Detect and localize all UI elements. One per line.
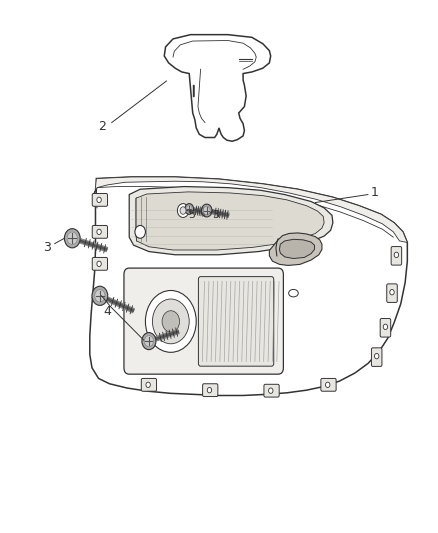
Circle shape — [152, 299, 189, 344]
Circle shape — [201, 204, 212, 217]
Circle shape — [268, 388, 273, 393]
Circle shape — [95, 289, 105, 302]
Circle shape — [383, 324, 388, 329]
FancyBboxPatch shape — [203, 384, 218, 397]
FancyBboxPatch shape — [321, 378, 336, 391]
Text: 5: 5 — [188, 210, 195, 220]
Circle shape — [203, 206, 210, 215]
Circle shape — [97, 197, 101, 203]
Circle shape — [325, 382, 330, 387]
Circle shape — [146, 382, 150, 387]
Text: 1: 1 — [371, 187, 378, 199]
FancyBboxPatch shape — [141, 378, 156, 391]
Polygon shape — [94, 177, 407, 243]
FancyBboxPatch shape — [387, 284, 397, 302]
Ellipse shape — [289, 289, 298, 297]
Circle shape — [67, 232, 78, 245]
Text: 3: 3 — [43, 241, 51, 254]
Text: 2: 2 — [98, 120, 106, 133]
FancyBboxPatch shape — [92, 225, 107, 238]
Polygon shape — [90, 177, 407, 395]
Circle shape — [177, 204, 189, 217]
FancyBboxPatch shape — [380, 319, 391, 337]
Text: 3: 3 — [212, 211, 219, 220]
FancyBboxPatch shape — [124, 268, 283, 374]
Circle shape — [162, 311, 180, 332]
Circle shape — [97, 261, 101, 266]
Circle shape — [135, 225, 145, 238]
Polygon shape — [279, 239, 314, 259]
Circle shape — [145, 290, 196, 352]
Circle shape — [390, 289, 394, 295]
FancyBboxPatch shape — [92, 257, 107, 270]
Polygon shape — [164, 35, 271, 141]
Polygon shape — [129, 187, 333, 255]
Polygon shape — [269, 233, 322, 265]
Circle shape — [97, 229, 101, 235]
Circle shape — [187, 206, 192, 213]
Circle shape — [185, 204, 194, 214]
FancyBboxPatch shape — [371, 348, 382, 366]
Circle shape — [92, 286, 108, 305]
FancyBboxPatch shape — [264, 384, 279, 397]
FancyBboxPatch shape — [92, 193, 107, 206]
Text: 4: 4 — [103, 305, 111, 318]
Circle shape — [374, 353, 379, 359]
Circle shape — [64, 229, 80, 248]
Circle shape — [145, 336, 153, 346]
FancyBboxPatch shape — [198, 277, 274, 366]
Circle shape — [180, 207, 186, 214]
FancyBboxPatch shape — [391, 247, 402, 265]
Circle shape — [394, 252, 399, 257]
Circle shape — [142, 333, 156, 350]
Circle shape — [207, 387, 212, 393]
Polygon shape — [136, 192, 324, 250]
